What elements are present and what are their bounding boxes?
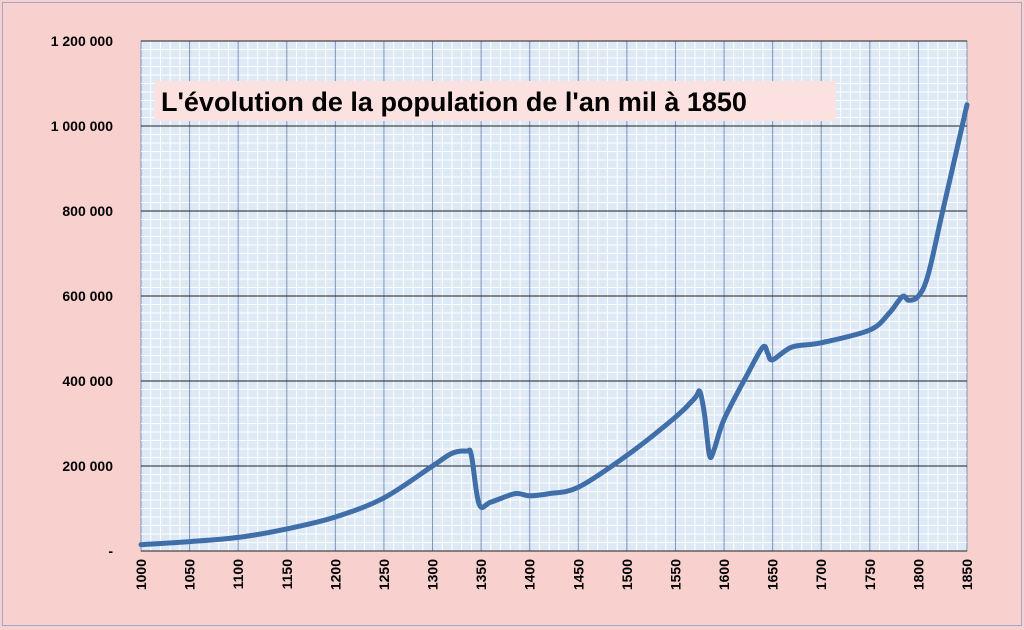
x-axis-ticks: 1000 1050 1100 1150 1200 1250 1300 1350 1400 1450… bbox=[133, 559, 975, 590]
chart-title-box: L'évolution de la population de l'an mil… bbox=[154, 81, 836, 121]
x-tick-label: 1150 bbox=[279, 559, 295, 590]
y-tick-label: 1 200 000 bbox=[51, 33, 113, 49]
x-tick-label: 1050 bbox=[182, 559, 198, 590]
x-tick-label: 1450 bbox=[570, 559, 586, 590]
x-tick-label: 1350 bbox=[473, 559, 489, 590]
y-tick-label: 400 000 bbox=[62, 373, 113, 389]
series-line bbox=[138, 102, 970, 548]
y-tick-label: 800 000 bbox=[62, 203, 113, 219]
x-tick-label: 1700 bbox=[813, 559, 829, 590]
x-tick-label: 1850 bbox=[959, 559, 975, 590]
y-tick-label: 600 000 bbox=[62, 288, 113, 304]
chart-svg: - 200 000 400 000 600 000 800 000 1 000 000 1 … bbox=[51, 33, 975, 590]
x-tick-label: 1400 bbox=[522, 559, 538, 590]
x-tick-label: 1000 bbox=[133, 559, 149, 590]
x-tick-label: 1250 bbox=[376, 559, 392, 590]
x-tick-label: 1300 bbox=[425, 559, 441, 590]
y-tick-label: - bbox=[108, 543, 113, 559]
chart-title-background bbox=[154, 81, 836, 121]
y-axis-ticks: - 200 000 400 000 600 000 800 000 1 000 000 1 … bbox=[51, 33, 114, 559]
major-grid bbox=[141, 40, 967, 552]
chart-title: L'évolution de la population de l'an mil… bbox=[161, 87, 747, 117]
x-tick-label: 1750 bbox=[862, 559, 878, 590]
x-tick-label: 1550 bbox=[667, 559, 683, 590]
x-tick-label: 1500 bbox=[619, 559, 635, 590]
x-tick-label: 1200 bbox=[327, 559, 343, 590]
series-layer bbox=[138, 102, 970, 548]
y-tick-label: 1 000 000 bbox=[51, 118, 113, 134]
x-tick-label: 1800 bbox=[910, 559, 926, 590]
y-tick-label: 200 000 bbox=[62, 458, 113, 474]
x-tick-label: 1650 bbox=[765, 559, 781, 590]
x-tick-label: 1100 bbox=[230, 559, 246, 590]
x-tick-label: 1600 bbox=[716, 559, 732, 590]
